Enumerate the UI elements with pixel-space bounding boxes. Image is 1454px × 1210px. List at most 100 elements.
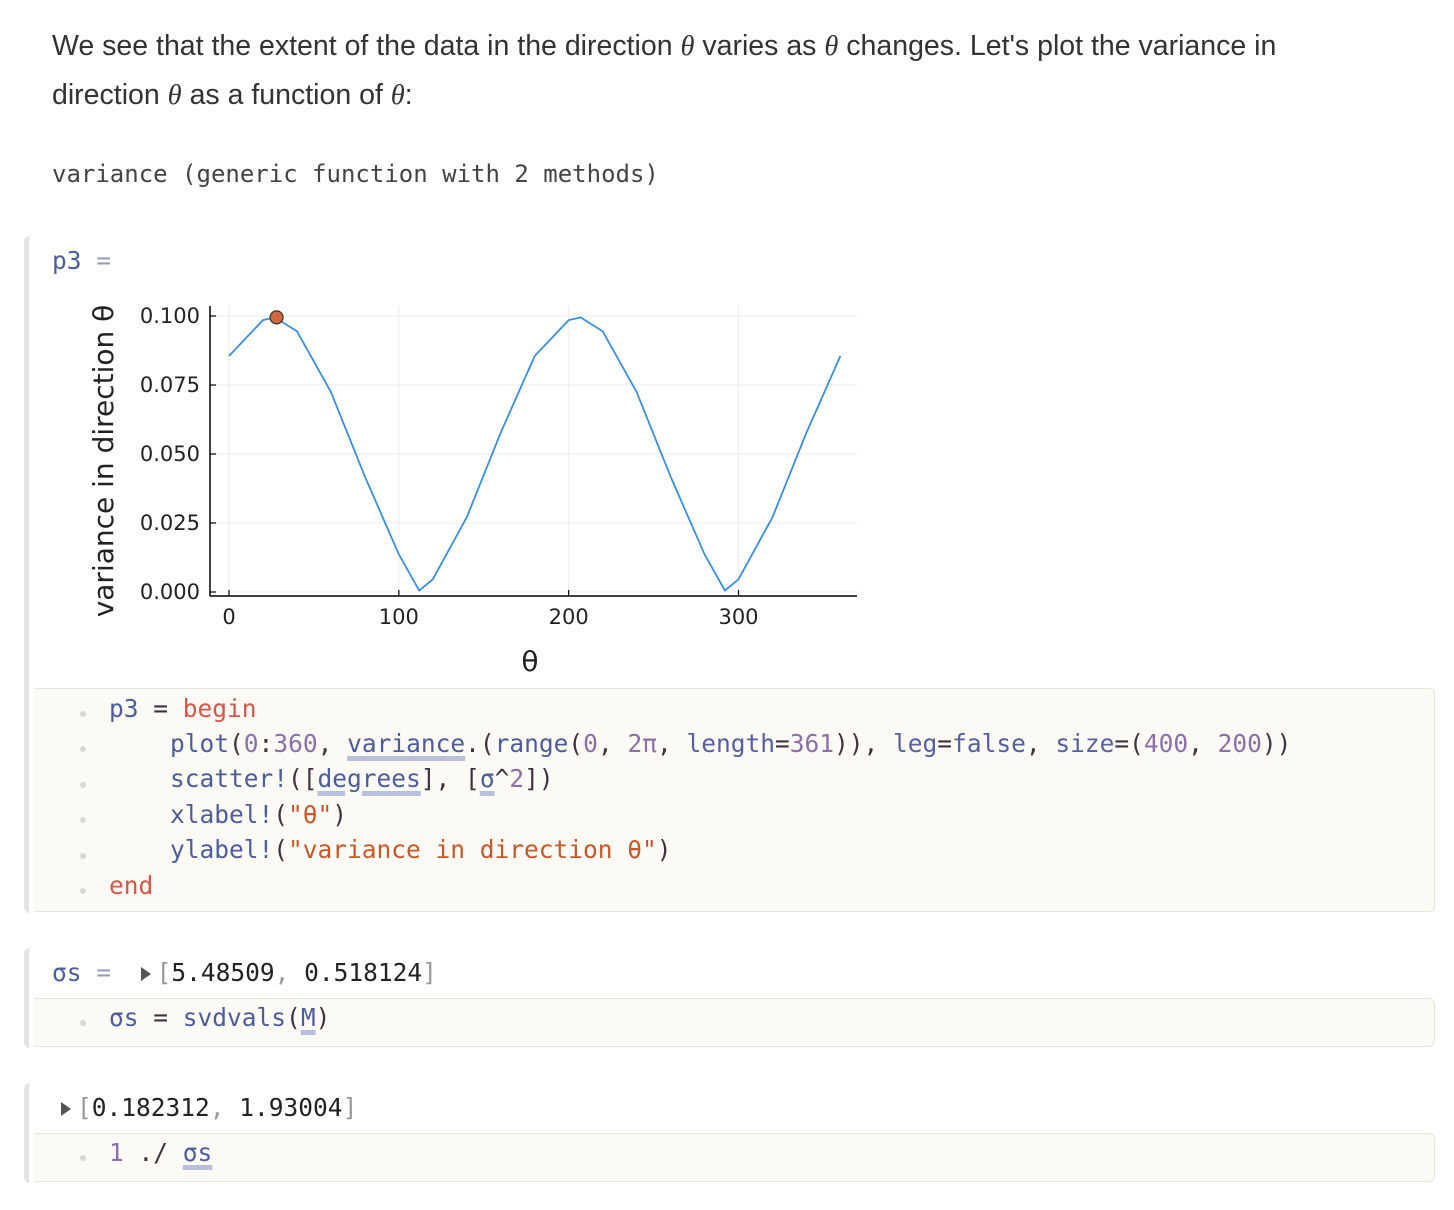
prose-line-2: direction θ as a function of θ: — [52, 71, 1382, 120]
code-token: ^ — [494, 764, 510, 793]
code-token: ylabel! — [170, 835, 274, 864]
math-theta: θ — [824, 31, 839, 62]
code-line-5[interactable]: ylabel!("variance in direction θ") — [170, 835, 672, 864]
variance-function-output: variance (generic function with 2 method… — [52, 160, 659, 188]
x-tick-label: 300 — [718, 605, 758, 629]
code-editor[interactable]: 1 ./ σs — [34, 1133, 1435, 1182]
scatter-point — [269, 310, 284, 325]
x-tick-label: 0 — [222, 605, 235, 629]
array-value: 1.93004 — [239, 1093, 343, 1122]
code-token: 200 — [1217, 729, 1262, 758]
y-tick-label: 0.075 — [140, 373, 200, 397]
output-variable-name: p3 — [52, 246, 82, 275]
output-variable-name: σs — [52, 958, 82, 987]
code-keyword: begin — [182, 694, 257, 723]
plot-ticks: 0 100 200 300 0.000 0.025 0.050 0.075 0.100 — [140, 304, 759, 629]
code-link-degrees[interactable]: degrees — [317, 764, 421, 793]
code-token: )) — [1261, 729, 1292, 758]
variance-line — [228, 316, 842, 592]
notebook-cell-inverse[interactable]: [0.182312, 1.93004] 1 ./ σs — [24, 1083, 1435, 1183]
x-tick-label: 100 — [379, 605, 419, 629]
x-tick-label: 200 — [549, 605, 589, 629]
code-token: ([ — [288, 764, 318, 793]
code-token: xlabel! — [170, 800, 274, 829]
array-output[interactable]: [5.48509, 0.518124] — [157, 958, 437, 987]
math-theta: θ — [390, 80, 405, 111]
code-link-sigma[interactable]: σ — [479, 764, 495, 793]
code-token: 361 — [789, 729, 835, 758]
array-bracket: ] — [342, 1093, 358, 1122]
expand-triangle-icon[interactable] — [61, 1102, 71, 1116]
code-token: 1 — [109, 1138, 124, 1167]
code-token: ( — [273, 800, 289, 829]
prose-line-1: We see that the extent of the data in th… — [52, 22, 1382, 71]
array-bracket: ] — [422, 958, 437, 987]
code-editor[interactable]: σs = svdvals(M) — [34, 998, 1435, 1047]
math-theta: θ — [167, 80, 182, 111]
array-output[interactable]: [0.182312, 1.93004] — [77, 1093, 357, 1122]
array-bracket: [ — [77, 1093, 92, 1122]
y-tick-label: 0.050 — [140, 442, 200, 466]
line-bullet — [80, 711, 86, 717]
code-link-variance[interactable]: variance — [347, 729, 466, 758]
array-separator: , — [209, 1093, 240, 1122]
line-bullet — [80, 746, 86, 752]
code-token: ( — [229, 729, 244, 758]
expand-triangle-icon[interactable] — [140, 967, 151, 981]
code-token: : — [258, 729, 274, 758]
code-token: ( — [568, 729, 584, 758]
array-value: 5.48509 — [171, 958, 275, 987]
code-string: "variance in direction θ" — [288, 835, 657, 864]
code-token: leg — [893, 729, 938, 758]
code-line-1[interactable]: 1 ./ σs — [109, 1138, 212, 1167]
notebook-cell-sigmas[interactable]: σs = [5.48509, 0.518124] σs = svdvals(M) — [24, 948, 1435, 1048]
assignment-sign: = — [96, 246, 112, 275]
markdown-paragraph: We see that the extent of the data in th… — [52, 22, 1382, 120]
code-line-2[interactable]: plot(0:360, variance.(range(0, 2π, lengt… — [170, 729, 1291, 758]
code-token: 400 — [1143, 729, 1189, 758]
code-token: = — [138, 694, 183, 723]
code-token: = — [138, 1003, 183, 1032]
code-token: ], [ — [420, 764, 480, 793]
code-editor[interactable]: p3 = begin plot(0:360, variance.(range(0… — [34, 688, 1435, 912]
code-line-4[interactable]: xlabel!("θ") — [170, 800, 347, 829]
x-axis-label: θ — [521, 645, 538, 678]
prose-text: We see that the extent of the data in th… — [52, 30, 681, 62]
code-line-1[interactable]: p3 = begin — [109, 694, 257, 723]
array-bracket: [ — [156, 958, 172, 987]
code-token: ( — [286, 1003, 301, 1032]
code-token: , — [1025, 729, 1056, 758]
line-bullet — [80, 888, 86, 894]
plot-axes — [209, 306, 857, 597]
code-token: plot — [170, 729, 230, 758]
code-string: "θ" — [288, 800, 333, 829]
code-token: , — [597, 729, 628, 758]
notebook-cell-p3[interactable]: p3 = 0 100 200 300 0.000 0.025 0.050 0.075 0.100… — [24, 236, 1435, 913]
code-token: .( — [465, 729, 495, 758]
code-line-6[interactable]: end — [109, 871, 153, 900]
prose-text: changes. Let's plot the variance in — [838, 30, 1277, 62]
code-line-1[interactable]: σs = svdvals(M) — [109, 1003, 330, 1032]
code-token: σs — [109, 1003, 139, 1032]
line-bullet — [80, 1020, 86, 1026]
prose-text: varies as — [694, 30, 825, 62]
code-token: scatter! — [170, 764, 289, 793]
y-tick-label: 0.100 — [140, 304, 200, 328]
line-bullet — [80, 853, 86, 859]
y-axis-label: variance in direction θ — [87, 305, 120, 618]
code-token: svdvals — [182, 1003, 287, 1032]
code-line-3[interactable]: scatter!([degrees], [σ^2]) — [170, 764, 554, 793]
code-token: length — [686, 729, 775, 758]
y-tick-label: 0.025 — [140, 511, 200, 535]
code-link-sigmas[interactable]: σs — [182, 1138, 213, 1167]
line-bullet — [80, 782, 86, 788]
prose-text: : — [404, 79, 413, 111]
code-link-m[interactable]: M — [300, 1003, 316, 1032]
variance-plot: 0 100 200 300 0.000 0.025 0.050 0.075 0.100 θ va… — [87, 304, 857, 678]
cell-output-assignment: p3 = — [52, 246, 111, 275]
code-token: ]) — [524, 764, 554, 793]
code-token: ) — [315, 1003, 331, 1032]
cell-output: [0.182312, 1.93004] — [61, 1093, 357, 1122]
code-token: range — [494, 729, 569, 758]
code-token: )), — [834, 729, 894, 758]
